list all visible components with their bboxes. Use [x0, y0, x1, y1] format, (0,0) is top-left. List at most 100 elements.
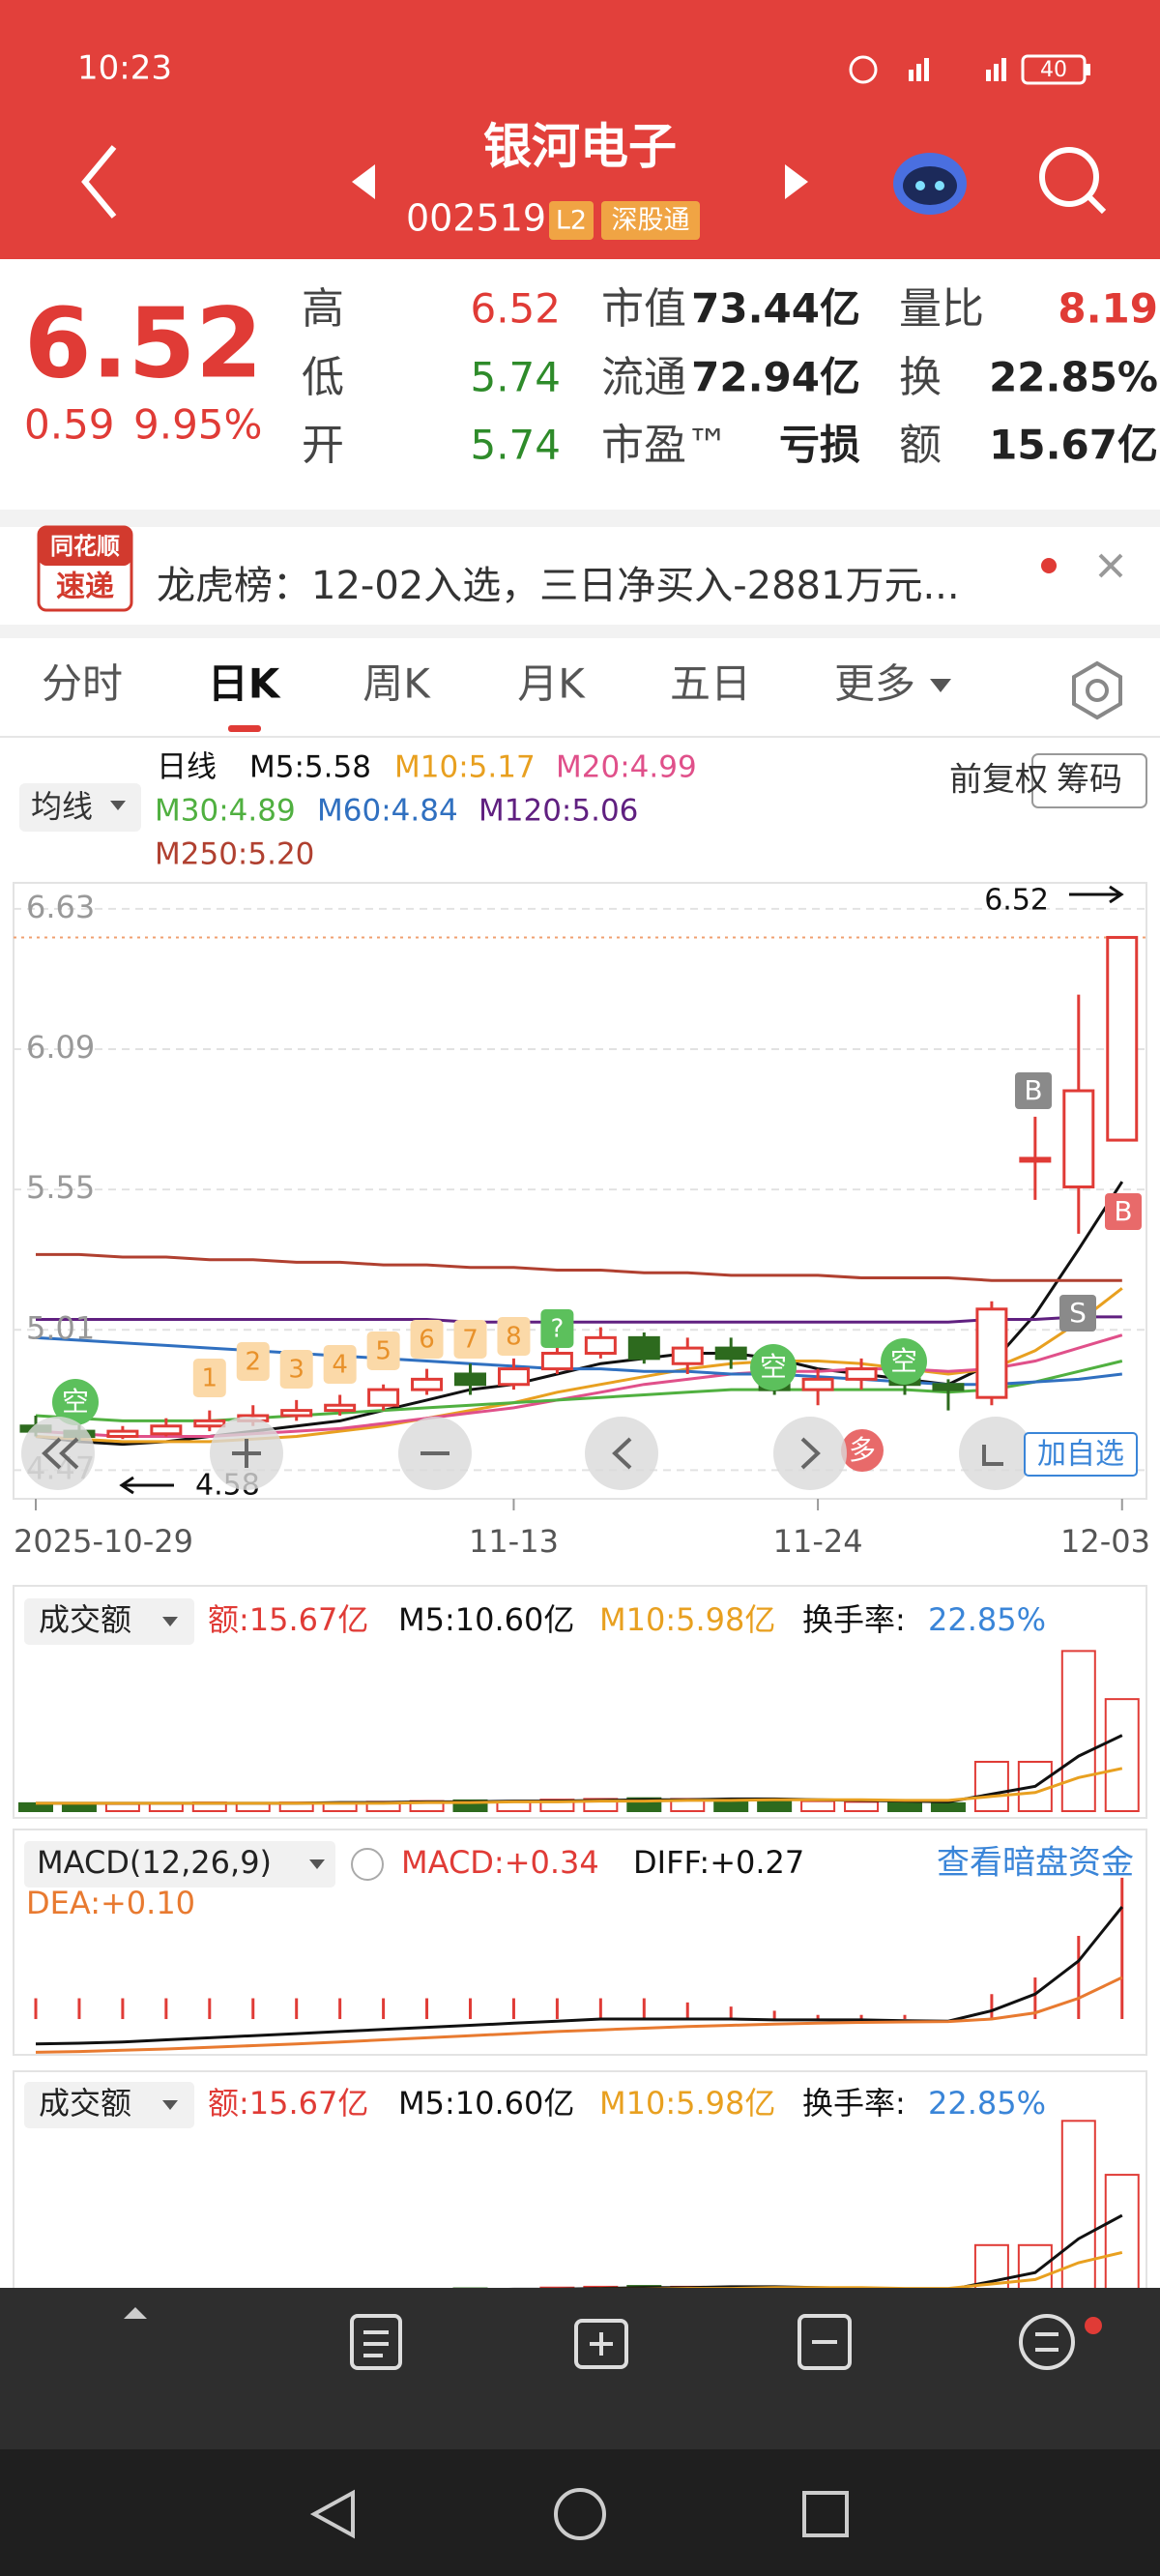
candle-body — [367, 1388, 400, 1407]
x-tick-label: 11-24 — [773, 1523, 863, 1560]
y-tick-label: 5.55 — [26, 1169, 95, 1206]
candle-body — [280, 1409, 313, 1418]
signal-marker — [1059, 1295, 1096, 1332]
signal-marker-label: 空 — [890, 1345, 917, 1377]
macd-line — [35, 1976, 1123, 2054]
tab[interactable]: 周K — [362, 660, 431, 708]
adjust-label[interactable]: 前复权 — [949, 761, 1048, 800]
chips-button[interactable] — [1031, 753, 1147, 808]
next-stock[interactable] — [785, 164, 808, 199]
volume-ma-legend: M10:5.98亿 — [599, 2085, 775, 2122]
signal-icons — [849, 55, 1006, 84]
quote-value: 73.44亿 — [691, 285, 860, 333]
news-logo — [37, 525, 133, 612]
help-icon[interactable] — [351, 1848, 384, 1881]
news-logo-top: 同花顺 — [50, 533, 120, 560]
caret — [309, 1859, 325, 1869]
macd-selector: MACD(12,26,9) — [37, 1844, 272, 1881]
candle-body — [540, 1351, 573, 1371]
signal-tag — [236, 1342, 270, 1381]
ma-legend: M60:4.84 — [317, 794, 458, 829]
main-frame — [13, 882, 1147, 1500]
quote-label: 换 — [899, 353, 942, 402]
system-nav[interactable] — [309, 2488, 849, 2540]
signal-marker — [1105, 1193, 1142, 1230]
dark-pool-link[interactable]: 查看暗盘资金 — [937, 1844, 1134, 1883]
price-change-pct: 9.95% — [133, 401, 262, 449]
settings-icon[interactable] — [1072, 660, 1122, 720]
volume-bar — [104, 1802, 140, 1812]
quote-label: 市盈™ — [601, 421, 729, 470]
volume-ma-line — [36, 1734, 1123, 1805]
stock-code: 002519 — [406, 197, 546, 240]
min-arrow — [119, 1476, 174, 1495]
quote-label: 市值 — [601, 284, 686, 334]
volume-ma-legend: M5:10.60亿 — [398, 2085, 574, 2122]
signal-tag — [279, 1350, 313, 1389]
selector-box[interactable] — [24, 1598, 194, 1645]
selector-box[interactable] — [24, 1841, 335, 1888]
macd-line — [35, 1906, 1123, 2046]
chart-nav-button[interactable] — [585, 1417, 658, 1490]
candle-body — [193, 1419, 226, 1428]
tab-indicator — [228, 725, 261, 732]
volume-plot — [452, 2120, 1140, 2288]
quote-value: 72.94亿 — [691, 354, 860, 401]
toolbar-icons — [350, 2314, 1075, 2370]
chart-nav-button[interactable] — [773, 1417, 847, 1490]
signal-marker-label: 多 — [849, 1434, 876, 1466]
prev-stock[interactable] — [352, 164, 375, 199]
tab[interactable]: 日K — [208, 660, 281, 708]
chart-nav-button[interactable] — [959, 1417, 1032, 1490]
volume-selector: 成交额 — [39, 2085, 131, 2122]
add-watch-box[interactable] — [1024, 1432, 1138, 1477]
tab[interactable]: 五日 — [670, 660, 751, 708]
news-text[interactable]: 龙虎榜：12-02入选，三日净买入-2881万元... — [157, 564, 960, 608]
status-time: 10:23 — [77, 49, 172, 88]
y-tick-label: 6.63 — [26, 889, 95, 925]
selector-box[interactable] — [24, 2082, 194, 2128]
max-arrow — [1069, 885, 1124, 904]
y-tick-label: 5.01 — [26, 1309, 95, 1346]
stock-name: 银河电子 — [483, 119, 677, 175]
candle-body — [584, 1335, 617, 1355]
turnover-value: 22.85% — [928, 1601, 1046, 1638]
tab[interactable]: 月K — [517, 660, 586, 708]
volume-bar — [1104, 1698, 1140, 1813]
turnover-label: 换手率: — [802, 1601, 906, 1638]
ma-selector-box[interactable] — [19, 783, 141, 832]
expand-arrow[interactable] — [124, 2307, 147, 2319]
tab[interactable]: 分时 — [42, 660, 123, 708]
signal-marker-label: B — [1024, 1074, 1042, 1106]
assistant-icon[interactable] — [893, 153, 967, 215]
signal-tag — [192, 1359, 226, 1397]
caret — [110, 801, 126, 810]
add-watch-label: 加自选 — [1037, 1438, 1124, 1472]
quote-label: 额 — [899, 421, 942, 470]
signal-tag — [497, 1317, 531, 1356]
news-logo-bottom: 速递 — [56, 571, 114, 604]
signal-label: 2 — [245, 1348, 261, 1377]
candle-body — [106, 1429, 139, 1438]
candle-body — [150, 1424, 183, 1436]
close-news[interactable] — [1098, 553, 1123, 578]
chips-label: 筹码 — [1057, 761, 1122, 800]
signal-marker-label: 空 — [760, 1351, 787, 1383]
search-icon[interactable] — [1039, 147, 1107, 215]
turnover-value: 22.85% — [928, 2085, 1046, 2122]
back-button[interactable] — [81, 145, 117, 219]
ma-selector[interactable]: 均线 — [31, 788, 93, 825]
ma-line — [35, 1181, 1124, 1447]
last-price: 6.52 — [24, 286, 263, 399]
ma-line — [36, 1252, 1122, 1282]
chart-nav-circle — [773, 1417, 847, 1490]
volume-ma-line — [594, 2250, 1123, 2288]
chart-nav-button[interactable] — [21, 1417, 95, 1490]
tab[interactable]: 更多 — [834, 660, 915, 708]
separator — [0, 510, 1160, 527]
signal-label: ? — [550, 1315, 564, 1344]
price-change: 0.59 — [24, 401, 115, 449]
candle-body — [671, 1346, 704, 1365]
separator — [0, 625, 1160, 638]
